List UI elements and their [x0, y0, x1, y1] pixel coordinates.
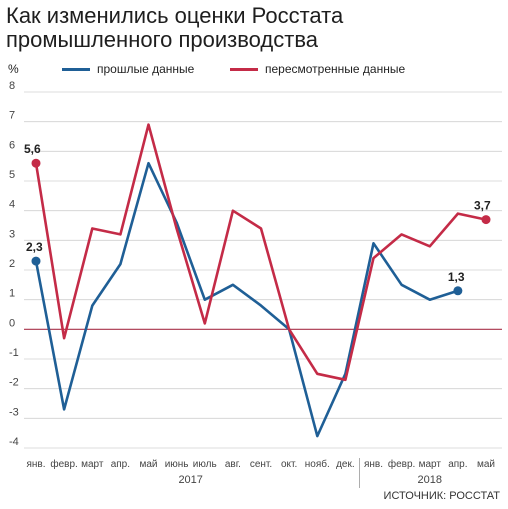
series-new-marker	[31, 158, 41, 168]
y-tick-label: -2	[9, 377, 19, 389]
legend-item-new: пересмотренные данные	[230, 62, 405, 76]
legend-label-old: прошлые данные	[97, 62, 195, 76]
x-tick-label: май	[477, 459, 495, 470]
data-label: 1,3	[448, 270, 465, 284]
x-tick-label: авг.	[225, 459, 241, 470]
y-tick-label: 3	[9, 228, 15, 240]
year-label: 2018	[418, 474, 442, 486]
x-tick-label: февр.	[388, 458, 415, 470]
y-axis-unit: %	[8, 62, 19, 76]
chart-title-line-2: промышленного производства	[6, 27, 319, 52]
series-new-marker	[481, 215, 491, 225]
data-label: 3,7	[474, 199, 491, 213]
x-tick-label: сент.	[250, 459, 272, 470]
x-tick-label: янв.	[364, 459, 383, 470]
y-tick-label: 4	[9, 199, 15, 211]
x-tick-label: март	[419, 459, 442, 470]
x-tick-label: февр.	[50, 458, 77, 470]
x-tick-label: апр.	[111, 459, 130, 470]
x-tick-label: апр.	[448, 459, 467, 470]
y-tick-label: 7	[9, 110, 15, 122]
y-tick-label: 6	[9, 139, 15, 151]
series-new-line	[34, 123, 488, 382]
y-tick-label: -3	[9, 406, 19, 418]
x-tick-label: май	[139, 459, 157, 470]
x-tick-label: янв.	[26, 459, 45, 470]
y-tick-label: 1	[9, 288, 15, 300]
x-tick-label: март	[81, 459, 104, 470]
x-tick-label: дек.	[336, 459, 355, 470]
y-tick-label: 2	[9, 258, 15, 270]
x-tick-label: окт.	[281, 459, 297, 470]
source-note: ИСТОЧНИК: РОССТАТ	[383, 490, 500, 502]
legend-label-new: пересмотренные данные	[265, 62, 406, 76]
y-tick-label: 8	[9, 80, 15, 92]
y-tick-label: 0	[9, 317, 15, 329]
chart-title: Как изменились оценки Росстата промышлен…	[6, 4, 486, 52]
legend-swatch-old	[62, 67, 90, 71]
x-tick-label: нояб.	[305, 458, 330, 470]
data-label: 2,3	[26, 240, 43, 254]
series-old-marker	[453, 286, 463, 296]
x-tick-label: июнь	[165, 459, 189, 470]
y-tick-label: 5	[9, 169, 15, 181]
series-old-line	[34, 161, 460, 438]
y-tick-label: -1	[9, 347, 19, 359]
year-label: 2017	[178, 474, 202, 486]
x-tick-label: июль	[193, 459, 217, 470]
data-label: 5,6	[24, 142, 41, 156]
chart-title-line-1: Как изменились оценки Росстата	[6, 3, 344, 28]
legend-item-old: прошлые данные	[62, 62, 194, 76]
series-old-marker	[31, 256, 41, 266]
legend-swatch-new	[230, 67, 258, 71]
y-tick-label: -4	[9, 436, 19, 448]
